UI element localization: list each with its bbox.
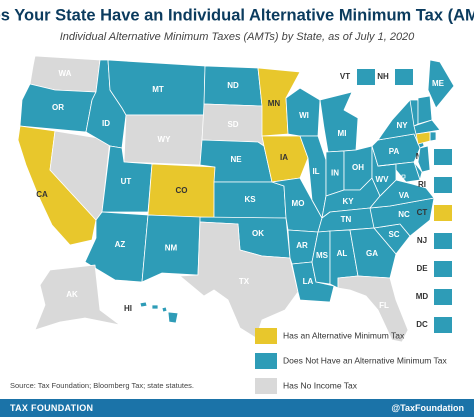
- state-label: NE: [230, 155, 242, 164]
- state-label: MI: [338, 129, 347, 138]
- state-label: UT: [121, 177, 132, 186]
- inset-box: [434, 317, 452, 333]
- state-label: WY: [158, 135, 172, 144]
- state: [401, 174, 406, 179]
- state-island: [167, 311, 179, 324]
- state: [141, 214, 201, 283]
- title: Does Your State Have an Individual Alter…: [0, 6, 474, 24]
- state-island: [151, 304, 159, 310]
- state-label: NJ: [417, 236, 427, 245]
- state-label: SC: [388, 230, 399, 239]
- state: [427, 59, 455, 109]
- state-label: MO: [292, 199, 305, 208]
- inset-box: [434, 261, 452, 277]
- state-label: AL: [337, 249, 348, 258]
- state-label: MS: [316, 251, 329, 260]
- state-label: FL: [379, 301, 389, 310]
- state-label: KS: [244, 195, 256, 204]
- inset-box: [357, 69, 375, 85]
- state-label: LA: [303, 277, 314, 286]
- state-label: DC: [416, 320, 428, 329]
- state-label: HI: [124, 304, 132, 313]
- state-label: IA: [280, 153, 288, 162]
- state-label: AK: [66, 290, 78, 299]
- state-label: TX: [239, 277, 250, 286]
- state-label: OH: [352, 163, 364, 172]
- legend-swatch: [255, 378, 277, 394]
- subtitle: Individual Alternative Minimum Taxes (AM…: [60, 31, 415, 43]
- legend-label: Does Not Have an Alternative Minimum Tax: [283, 355, 448, 365]
- state-island: [161, 306, 168, 313]
- state-label: WI: [299, 111, 309, 120]
- state-label: AZ: [115, 240, 126, 249]
- legend-swatch: [255, 353, 277, 369]
- state: [415, 131, 431, 145]
- state-label: MT: [152, 85, 164, 94]
- state: [417, 95, 433, 125]
- state-label: TN: [341, 215, 352, 224]
- state-label: WV: [376, 175, 390, 184]
- state-label: VT: [340, 72, 350, 81]
- legend: Has an Alternative Minimum Tax Does Not H…: [255, 328, 448, 394]
- inset-box: [434, 205, 452, 221]
- state: [417, 145, 431, 173]
- inset-box: [395, 69, 413, 85]
- state: [413, 119, 441, 135]
- state-label: OR: [52, 103, 64, 112]
- state-label: CT: [417, 208, 428, 217]
- state: [377, 161, 421, 183]
- state-label: IN: [331, 169, 339, 178]
- inset-box: [434, 149, 452, 165]
- source: Source: Tax Foundation; Bloomberg Tax; s…: [10, 381, 194, 390]
- state-label: VA: [399, 191, 410, 200]
- inset-box: [434, 233, 452, 249]
- state-label: NC: [398, 210, 410, 219]
- state-label: MN: [268, 99, 281, 108]
- state-label: NM: [165, 244, 178, 253]
- state-label: KY: [342, 197, 354, 206]
- legend-swatch: [255, 328, 277, 344]
- state-label: WA: [59, 69, 72, 78]
- inset-box: [434, 289, 452, 305]
- state-label: CA: [36, 190, 48, 199]
- state-label: MD: [416, 292, 429, 301]
- state-label: ME: [432, 79, 445, 88]
- state-label: IL: [312, 167, 319, 176]
- footer-handle: @TaxFoundation: [391, 403, 464, 413]
- state-label: AR: [296, 241, 308, 250]
- state-label: NH: [377, 72, 389, 81]
- inset-box: [434, 177, 452, 193]
- state-label: NY: [396, 121, 408, 130]
- legend-label: Has an Alternative Minimum Tax: [283, 330, 405, 340]
- us-map: WA OR CA ID MT WY UT CO AZ NM ND SD NE KS OK TX MN IA MO AR…: [17, 55, 455, 343]
- state-label: RI: [418, 180, 426, 189]
- state-label: PA: [389, 147, 400, 156]
- legend-label: Has No Income Tax: [283, 380, 358, 390]
- state-label: ND: [227, 81, 239, 90]
- state: [429, 131, 437, 142]
- footer-bar: [0, 399, 474, 417]
- state: [319, 91, 359, 153]
- state: [34, 264, 121, 331]
- state-label: DE: [416, 264, 428, 273]
- state-label: SD: [227, 120, 238, 129]
- state-label: CO: [176, 186, 188, 195]
- state: [311, 230, 331, 285]
- footer-brand: TAX FOUNDATION: [10, 403, 93, 413]
- state-label: ID: [102, 119, 110, 128]
- state-label: GA: [366, 249, 378, 258]
- state-label: OK: [252, 229, 264, 238]
- state: [337, 275, 409, 343]
- state: [139, 301, 148, 308]
